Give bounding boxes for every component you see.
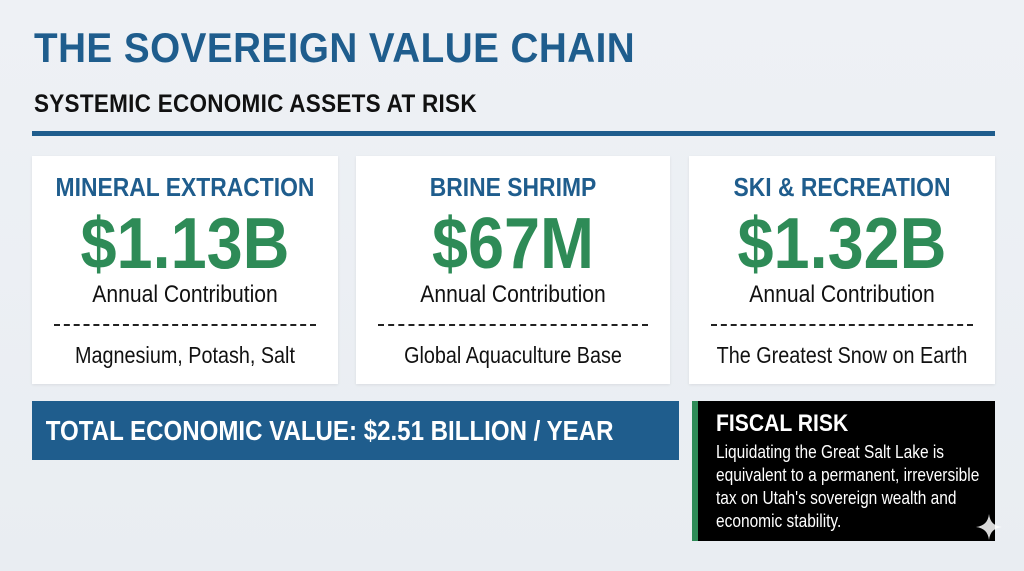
card-mineral-extraction: MINERAL EXTRACTION $1.13B Annual Contrib… — [32, 156, 338, 384]
sparkle-icon — [976, 514, 1002, 540]
card-contribution-label: Annual Contribution — [420, 281, 606, 308]
card-divider — [54, 324, 316, 326]
header-divider — [32, 131, 995, 136]
card-brine-shrimp: BRINE SHRIMP $67M Annual Contribution Gl… — [356, 156, 670, 384]
card-divider — [378, 324, 648, 326]
total-value-text: TOTAL ECONOMIC VALUE: $2.51 BILLION / YE… — [45, 415, 614, 446]
card-divider — [711, 324, 973, 326]
page-subtitle: SYSTEMIC ECONOMIC ASSETS AT RISK — [34, 90, 477, 118]
total-value-banner: TOTAL ECONOMIC VALUE: $2.51 BILLION / YE… — [32, 401, 679, 460]
page-title: THE SOVEREIGN VALUE CHAIN — [34, 24, 636, 71]
fiscal-risk-box: FISCAL RISK Liquidating the Great Salt L… — [692, 401, 995, 541]
card-value: $67M — [431, 204, 595, 284]
card-detail: The Greatest Snow on Earth — [716, 342, 968, 368]
card-ski-recreation: SKI & RECREATION $1.32B Annual Contribut… — [689, 156, 995, 384]
card-detail: Magnesium, Potash, Salt — [75, 342, 295, 368]
fiscal-risk-title: FISCAL RISK — [716, 410, 849, 437]
card-label: BRINE SHRIMP — [429, 172, 597, 202]
fiscal-risk-body: Liquidating the Great Salt Lake is equiv… — [716, 442, 980, 531]
card-contribution-label: Annual Contribution — [92, 281, 278, 308]
card-contribution-label: Annual Contribution — [749, 281, 935, 308]
card-label: MINERAL EXTRACTION — [55, 172, 315, 202]
card-label: SKI & RECREATION — [733, 172, 951, 202]
card-value: $1.13B — [80, 204, 290, 284]
card-detail: Global Aquaculture Base — [404, 342, 622, 368]
card-value: $1.32B — [737, 204, 947, 284]
